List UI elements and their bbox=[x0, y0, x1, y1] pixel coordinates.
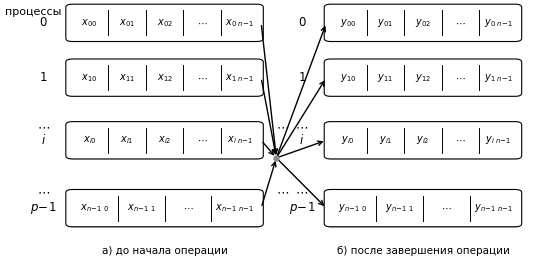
Text: $y_{12}$: $y_{12}$ bbox=[415, 72, 431, 84]
Text: $y_{0\ n\!-\!1}$: $y_{0\ n\!-\!1}$ bbox=[484, 17, 512, 29]
Text: $\cdots$: $\cdots$ bbox=[197, 73, 207, 83]
Text: $x_{11}$: $x_{11}$ bbox=[119, 72, 135, 84]
Text: $\cdots$: $\cdots$ bbox=[197, 135, 207, 145]
Text: $\cdots$: $\cdots$ bbox=[455, 135, 466, 145]
Text: $x_{i\ n\!-\!1}$: $x_{i\ n\!-\!1}$ bbox=[226, 134, 253, 146]
Bar bbox=[71, 123, 258, 158]
Text: $p\!-\!1$: $p\!-\!1$ bbox=[30, 200, 57, 216]
Text: $y_{i1}$: $y_{i1}$ bbox=[379, 134, 392, 146]
Bar bbox=[71, 191, 258, 226]
Text: $i$: $i$ bbox=[41, 133, 46, 147]
Text: $0$: $0$ bbox=[298, 16, 306, 29]
Text: $y_{i\ n\!-\!1}$: $y_{i\ n\!-\!1}$ bbox=[485, 134, 511, 146]
Text: $x_{0\ n\!-\!1}$: $x_{0\ n\!-\!1}$ bbox=[225, 17, 254, 29]
Text: $i$: $i$ bbox=[299, 133, 305, 147]
Text: $y_{11}$: $y_{11}$ bbox=[378, 72, 393, 84]
Text: процессы: процессы bbox=[324, 7, 380, 16]
FancyBboxPatch shape bbox=[324, 59, 522, 96]
FancyBboxPatch shape bbox=[324, 122, 522, 159]
Text: $p\!-\!1$: $p\!-\!1$ bbox=[289, 200, 315, 216]
Text: $\cdots$: $\cdots$ bbox=[276, 185, 289, 198]
Text: $1$: $1$ bbox=[298, 71, 306, 84]
Text: $y_{1\ n\!-\!1}$: $y_{1\ n\!-\!1}$ bbox=[484, 72, 512, 84]
Text: $y_{n\!-\!1\ 0}$: $y_{n\!-\!1\ 0}$ bbox=[338, 202, 367, 214]
Text: $y_{i0}$: $y_{i0}$ bbox=[341, 134, 355, 146]
Text: $x_{i0}$: $x_{i0}$ bbox=[83, 134, 96, 146]
Bar bbox=[329, 60, 517, 95]
Text: $\cdots$: $\cdots$ bbox=[183, 203, 193, 213]
Text: $\cdots$: $\cdots$ bbox=[37, 185, 50, 198]
FancyBboxPatch shape bbox=[66, 189, 263, 227]
Text: $x_{n\!-\!1\ 0}$: $x_{n\!-\!1\ 0}$ bbox=[80, 202, 109, 214]
Text: $x_{02}$: $x_{02}$ bbox=[157, 17, 172, 29]
Text: $x_{i2}$: $x_{i2}$ bbox=[158, 134, 171, 146]
Bar bbox=[329, 191, 517, 226]
Bar bbox=[71, 5, 258, 40]
Text: $x_{n\!-\!1\ n\!-\!1}$: $x_{n\!-\!1\ n\!-\!1}$ bbox=[215, 202, 255, 214]
Text: $\cdots$: $\cdots$ bbox=[197, 18, 207, 28]
Text: $y_{n\!-\!1\ n\!-\!1}$: $y_{n\!-\!1\ n\!-\!1}$ bbox=[474, 202, 513, 214]
FancyBboxPatch shape bbox=[66, 59, 263, 96]
Text: $y_{02}$: $y_{02}$ bbox=[415, 17, 431, 29]
Text: $\cdots$: $\cdots$ bbox=[295, 185, 308, 198]
Text: $y_{00}$: $y_{00}$ bbox=[340, 17, 356, 29]
FancyBboxPatch shape bbox=[66, 4, 263, 41]
Text: а) до начала операции: а) до начала операции bbox=[102, 246, 227, 256]
Text: $\cdots$: $\cdots$ bbox=[455, 73, 466, 83]
FancyBboxPatch shape bbox=[66, 122, 263, 159]
Text: $0$: $0$ bbox=[39, 16, 48, 29]
Text: $x_{n\!-\!1\ 1}$: $x_{n\!-\!1\ 1}$ bbox=[127, 202, 156, 214]
Text: $\cdots$: $\cdots$ bbox=[37, 120, 50, 133]
Text: $x_{10}$: $x_{10}$ bbox=[82, 72, 97, 84]
Text: $y_{i2}$: $y_{i2}$ bbox=[416, 134, 430, 146]
Text: $\cdots$: $\cdots$ bbox=[295, 120, 308, 133]
Text: $x_{12}$: $x_{12}$ bbox=[157, 72, 172, 84]
FancyBboxPatch shape bbox=[324, 189, 522, 227]
Text: $\cdots$: $\cdots$ bbox=[441, 203, 452, 213]
Bar bbox=[71, 60, 258, 95]
Text: $y_{01}$: $y_{01}$ bbox=[378, 17, 393, 29]
Text: $x_{1\ n\!-\!1}$: $x_{1\ n\!-\!1}$ bbox=[225, 72, 254, 84]
Text: $x_{00}$: $x_{00}$ bbox=[82, 17, 97, 29]
Bar bbox=[329, 5, 517, 40]
Text: $y_{n\!-\!1\ 1}$: $y_{n\!-\!1\ 1}$ bbox=[385, 202, 414, 214]
Text: $1$: $1$ bbox=[39, 71, 48, 84]
Text: б) после завершения операции: б) после завершения операции bbox=[337, 246, 509, 256]
Text: $\cdots$: $\cdots$ bbox=[276, 120, 289, 133]
Bar bbox=[329, 123, 517, 158]
Text: $x_{01}$: $x_{01}$ bbox=[119, 17, 135, 29]
Text: $\cdots$: $\cdots$ bbox=[455, 18, 466, 28]
Text: процессы: процессы bbox=[5, 7, 62, 16]
Text: $y_{10}$: $y_{10}$ bbox=[340, 72, 356, 84]
FancyBboxPatch shape bbox=[324, 4, 522, 41]
Text: $x_{i1}$: $x_{i1}$ bbox=[120, 134, 134, 146]
